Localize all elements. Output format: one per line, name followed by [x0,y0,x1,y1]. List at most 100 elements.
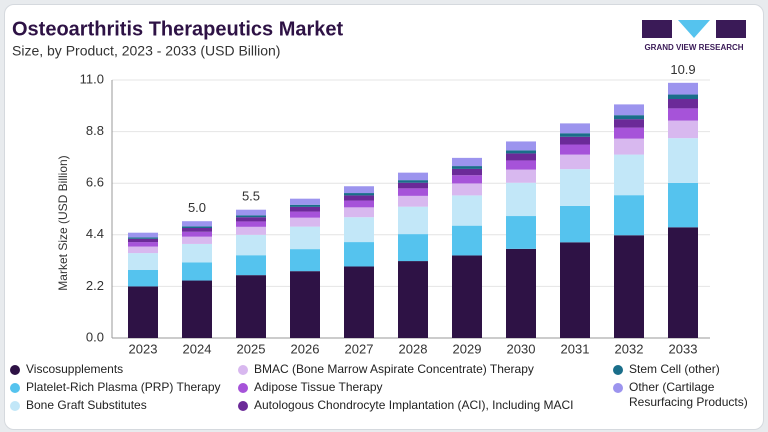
legend-swatch [238,401,248,411]
bar-segment [614,119,644,128]
bar-segment [398,180,428,183]
bar-segment [506,216,536,249]
bar-segment [506,169,536,183]
bar-segment [236,215,266,218]
bar-segment [506,160,536,170]
bar-segment [344,200,374,208]
legend-swatch [10,401,20,411]
bar-segment [506,182,536,217]
bar-segment [614,154,644,196]
legend-label: Viscosupplements [26,362,124,376]
bar-segment [668,227,698,338]
bar-segment [236,217,266,222]
x-tick-label: 2025 [237,341,266,356]
bar-segment [668,108,698,121]
legend-item: Other (Cartilage Resurfacing Products) [613,380,753,409]
bar-segment [668,182,698,228]
bar-segment [344,207,374,218]
legend-label: Other (Cartilage Resurfacing Products) [629,380,748,409]
bar-segment [344,193,374,196]
bar-segment [344,186,374,194]
bar-segment [128,286,158,338]
bar-segment [128,237,158,239]
y-tick-label: 11.0 [80,71,104,86]
legend-label: Stem Cell (other) [629,362,720,376]
y-axis-label: Market Size (USD Billion) [56,155,70,290]
bar-segment [128,269,158,287]
bar-segment [668,98,698,109]
bar-segment [452,183,482,196]
bar-segment [182,262,212,281]
bar-segment [560,242,590,338]
legend-label: Bone Graft Substitutes [26,398,147,412]
bar-segment [452,166,482,169]
total-label: 10.9 [670,62,695,77]
bar-segment [290,206,320,212]
bar-segment [506,150,536,154]
legend-swatch [613,383,623,393]
bar-segment [506,141,536,151]
bar-segment [182,226,212,228]
bar-segment [560,144,590,155]
bar-segment [398,261,428,338]
bar-segment [452,195,482,226]
bar-segment [182,243,212,263]
bar-segment [560,133,590,137]
brand: GRAND VIEW RESEARCH [644,43,743,52]
bar-segment [398,195,428,207]
bar-segment [182,236,212,244]
legend-item: Autologous Chondrocyte Implantation (ACI… [238,398,613,416]
bar-segment [290,271,320,338]
legend-label: BMAC (Bone Marrow Aspirate Concentrate) … [254,362,534,376]
bar-segment [560,123,590,134]
bar-segment [560,169,590,206]
bar-segment [452,168,482,176]
legend-item: Bone Graft Substitutes [10,398,238,416]
bar-segment [614,195,644,236]
bar-segment [398,182,428,189]
x-tick-label: 2030 [507,341,536,356]
y-tick-label: 8.8 [86,123,104,138]
legend-label: Platelet-Rich Plasma (PRP) Therapy [26,380,221,394]
x-tick-label: 2026 [291,341,320,356]
bar-segment [290,204,320,207]
bar-segment [182,231,212,237]
x-tick-label: 2031 [561,341,590,356]
bar-segment [182,280,212,338]
bar-segment [614,127,644,139]
x-tick-label: 2023 [129,341,158,356]
y-tick-label: 2.2 [86,278,104,293]
chart-title: Osteoarthritis Therapeutics Market [12,18,344,40]
bar-segment [236,221,266,227]
legend-item: Viscosupplements [10,362,238,380]
bar-segment [290,217,320,227]
bar-segment [398,188,428,196]
bar-segment [668,94,698,99]
bar-segment [236,209,266,216]
x-tick-label: 2029 [453,341,482,356]
bar-segment [506,153,536,161]
x-tick-label: 2028 [399,341,428,356]
bar-segment [614,235,644,338]
bar-segment [452,225,482,256]
bar-segment [398,234,428,262]
y-tick-label: 4.4 [86,226,104,241]
bar-segment [182,221,212,227]
legend-item: BMAC (Bone Marrow Aspirate Concentrate) … [238,362,613,380]
bar-segment [668,138,698,183]
x-tick-label: 2032 [615,341,644,356]
legend-swatch [238,365,248,375]
bar-segment [398,172,428,181]
legend-item: Platelet-Rich Plasma (PRP) Therapy [10,380,238,398]
bar-segment [182,227,212,232]
bar-segment [560,136,590,145]
legend-label: Autologous Chondrocyte Implantation (ACI… [254,398,574,412]
bar-segment [236,275,266,338]
bar-segment [128,232,158,238]
bar-segment [452,175,482,184]
bar-segment [344,195,374,201]
bar-segment [236,226,266,235]
bar-segment [128,242,158,247]
bar-segment [344,217,374,243]
